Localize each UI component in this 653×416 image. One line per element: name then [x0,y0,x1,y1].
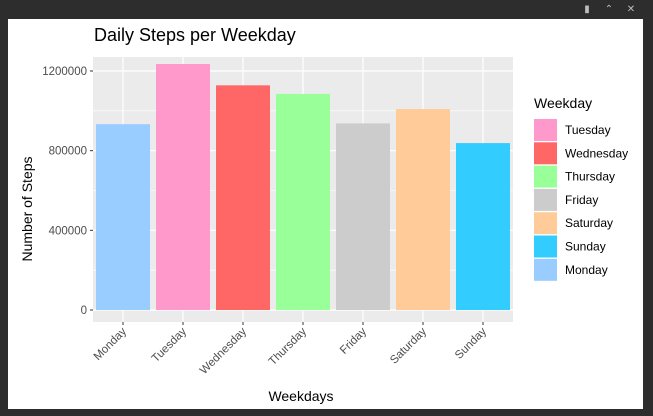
x-tick-label-tuesday: Tuesday [150,325,190,365]
bar-tuesday [156,64,210,310]
legend-label-sunday: Sunday [565,240,606,254]
window-title-bar: ▮ ⌃ ✕ [0,0,653,18]
legend-key-monday [534,258,557,281]
legend-key-wednesday [534,142,557,165]
collapse-icon[interactable]: ⌃ [604,4,614,15]
bar-friday [336,123,390,311]
legend-label-wednesday: Wednesday [565,146,628,160]
y-tick-label: 400000 [49,225,87,237]
bar-thursday [276,93,330,310]
legend-label-thursday: Thursday [565,170,615,184]
y-tick-label: 0 [81,305,87,317]
close-icon[interactable]: ✕ [626,4,636,15]
y-tick-label: 1200000 [42,66,87,78]
x-axis-label: Weekdays [268,388,333,404]
y-tick-label: 800000 [49,146,87,158]
bar-wednesday [216,85,270,310]
x-tick-label-sunday: Sunday [453,325,489,361]
x-tick-label-friday: Friday [338,325,369,356]
legend-label-tuesday: Tuesday [565,123,611,137]
x-tick-label-wednesday: Wednesday [198,325,249,376]
legend-label-saturday: Saturday [565,216,613,230]
legend-title: Weekday [534,95,592,111]
legend-key-saturday [534,212,557,235]
bar-saturday [396,109,450,310]
bar-monday [96,124,150,311]
x-tick-label-monday: Monday [92,325,130,363]
legend-label-monday: Monday [565,263,608,277]
x-tick-label-saturday: Saturday [388,325,429,366]
bar-chart: Daily Steps per Weekday Weekdays Number … [19,25,628,404]
export-icon[interactable]: ▮ [584,4,590,15]
y-axis-label: Number of Steps [19,156,35,261]
legend-key-sunday [534,235,557,258]
x-tick-label-thursday: Thursday [267,325,310,368]
bar-sunday [456,143,510,310]
legend-key-friday [534,188,557,211]
chart-title: Daily Steps per Weekday [94,25,296,45]
legend-key-thursday [534,165,557,188]
legend-key-tuesday [534,119,557,141]
plot-canvas: Daily Steps per Weekday Weekdays Number … [8,19,643,409]
legend-label-friday: Friday [565,193,598,207]
